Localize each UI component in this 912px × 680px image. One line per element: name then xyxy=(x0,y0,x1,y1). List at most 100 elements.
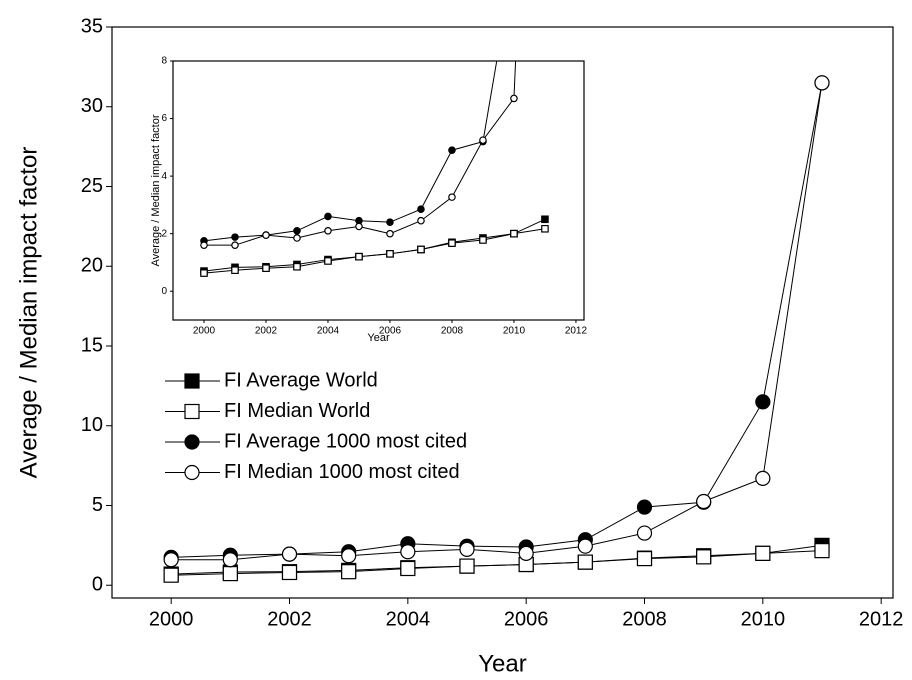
marker xyxy=(417,245,425,254)
plot-frame xyxy=(172,60,585,321)
y-tick-label: 6 xyxy=(161,113,167,124)
marker xyxy=(636,499,653,515)
x-tick-label: 2010 xyxy=(503,326,526,337)
y-tick-label: 25 xyxy=(81,175,103,197)
marker xyxy=(541,224,549,233)
x-tick-label: 2008 xyxy=(441,326,464,337)
legend-marker xyxy=(184,434,200,450)
marker xyxy=(755,394,771,410)
marker xyxy=(262,231,270,239)
legend: FI Average World FI Median World FI Averag… xyxy=(165,369,467,483)
marker xyxy=(222,552,238,568)
x-tick-label: 2002 xyxy=(267,608,312,630)
marker xyxy=(293,226,301,235)
legend-label: FI Median 1000 most cited xyxy=(224,461,460,483)
y-tick-label: 20 xyxy=(81,255,103,277)
marker xyxy=(293,234,301,242)
marker xyxy=(324,257,332,265)
legend-label: FI Median World xyxy=(224,400,370,422)
marker xyxy=(386,250,394,258)
plot-area xyxy=(163,75,830,583)
marker xyxy=(577,554,593,570)
y-tick-label: 5 xyxy=(92,494,103,516)
marker xyxy=(510,94,518,103)
x-tick-label: 2006 xyxy=(504,608,549,630)
marker xyxy=(448,146,456,155)
x-tick-label: 2000 xyxy=(149,608,194,630)
marker xyxy=(281,564,298,581)
x-tick-label: 2012 xyxy=(565,326,588,337)
marker xyxy=(324,212,332,221)
marker xyxy=(696,549,712,565)
x-tick-label: 2012 xyxy=(859,608,904,630)
plot-area xyxy=(200,61,549,277)
y-tick-label: 4 xyxy=(161,171,167,182)
series-line xyxy=(203,61,517,246)
marker xyxy=(386,218,394,226)
marker xyxy=(448,193,456,201)
marker xyxy=(281,546,298,562)
marker xyxy=(293,262,301,271)
y-tick-label: 2 xyxy=(161,228,167,239)
marker xyxy=(262,264,270,273)
marker xyxy=(341,564,357,580)
x-axis-label: Year xyxy=(478,650,527,677)
marker xyxy=(222,565,238,582)
marker xyxy=(386,229,394,238)
marker xyxy=(355,252,363,261)
marker xyxy=(231,233,239,241)
marker xyxy=(400,560,416,577)
legend-label: FI Average 1000 most cited xyxy=(224,430,467,452)
y-tick-label: 0 xyxy=(161,286,167,297)
marker xyxy=(459,558,475,574)
marker xyxy=(755,545,771,561)
x-tick-label: 2004 xyxy=(386,608,431,630)
y-tick-label: 15 xyxy=(81,334,103,356)
marker xyxy=(814,75,830,91)
y-axis-label: Average / Median impact factor xyxy=(150,114,162,266)
y-axis-label: Average / Median impact factor xyxy=(15,147,42,479)
marker xyxy=(231,241,239,249)
legend-label: FI Average World xyxy=(224,369,378,391)
series-line xyxy=(203,61,498,242)
marker xyxy=(355,222,363,231)
marker xyxy=(448,239,456,247)
marker xyxy=(163,567,179,583)
x-tick-label: 2008 xyxy=(622,608,667,630)
y-tick-label: 8 xyxy=(161,56,167,67)
x-tick-label: 2004 xyxy=(317,326,340,337)
series-line xyxy=(171,82,823,558)
series-line xyxy=(171,82,823,561)
marker xyxy=(479,236,487,244)
marker xyxy=(755,470,771,486)
y-tick-label: 30 xyxy=(81,95,103,117)
series-line xyxy=(203,228,546,274)
marker xyxy=(636,551,653,567)
y-tick-label: 35 xyxy=(81,15,103,37)
legend-marker xyxy=(184,373,200,389)
x-tick-label: 2006 xyxy=(379,326,402,337)
marker xyxy=(231,266,239,275)
marker xyxy=(163,552,179,568)
marker xyxy=(510,229,518,238)
marker xyxy=(696,493,712,510)
marker xyxy=(417,216,425,225)
marker xyxy=(324,226,332,235)
marker xyxy=(577,538,593,554)
series-line xyxy=(171,550,823,576)
marker xyxy=(417,205,425,214)
x-tick-label: 2000 xyxy=(193,326,216,337)
legend-marker xyxy=(184,464,200,481)
y-tick-label: 10 xyxy=(81,414,103,436)
marker xyxy=(814,543,830,559)
marker xyxy=(459,541,475,557)
x-axis-label: Year xyxy=(367,332,390,344)
marker xyxy=(400,544,416,560)
marker xyxy=(636,525,653,541)
marker xyxy=(541,215,549,224)
marker xyxy=(518,545,534,561)
marker xyxy=(200,241,208,249)
y-tick-label: 0 xyxy=(92,574,103,596)
